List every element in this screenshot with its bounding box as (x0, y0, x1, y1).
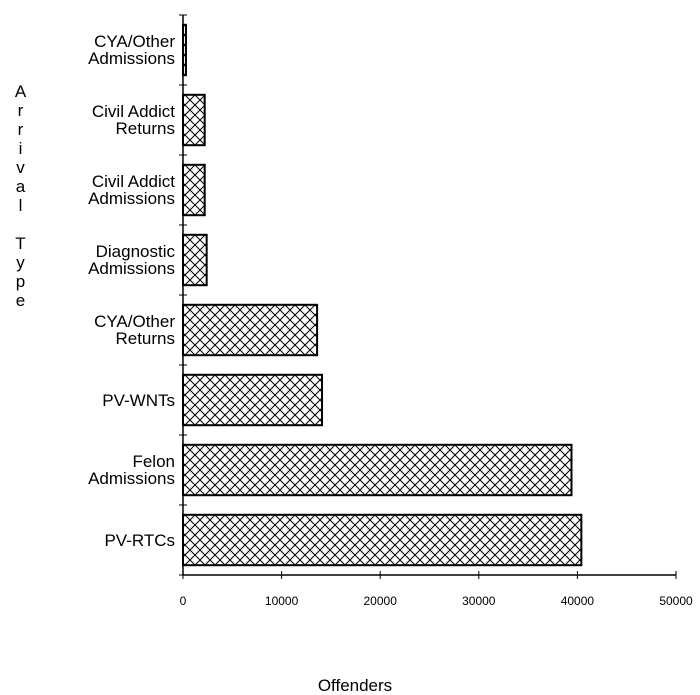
x-tick-label: 30000 (462, 594, 496, 608)
y-axis-label: Arrival Type (11, 82, 30, 310)
y-tick-label: Civil Addict Admissions (88, 172, 175, 208)
x-tick-label: 0 (180, 594, 187, 608)
y-tick-label: Civil Addict Returns (91, 102, 175, 138)
bar (182, 23, 187, 77)
bar (182, 443, 573, 497)
bar (182, 373, 324, 427)
y-tick-label: CYA/Other Admissions (88, 32, 175, 68)
bar (182, 513, 583, 567)
x-tick-label: 10000 (265, 594, 299, 608)
bar (182, 233, 208, 287)
x-tick-label: 40000 (561, 594, 595, 608)
x-tick-label: 20000 (364, 594, 398, 608)
x-axis-label: Offenders (317, 676, 393, 695)
bar (182, 93, 206, 147)
y-tick-label: PV-RTCs (104, 530, 175, 550)
y-tick-label: CYA/Other Returns (94, 312, 175, 348)
bar (182, 163, 206, 217)
x-tick-label: 50000 (659, 594, 693, 608)
y-tick-label: Felon Admissions (88, 452, 175, 488)
y-tick-label: Diagnostic Admissions (88, 242, 175, 278)
y-tick-label: PV-WNTs (102, 390, 175, 410)
bar (182, 303, 319, 357)
